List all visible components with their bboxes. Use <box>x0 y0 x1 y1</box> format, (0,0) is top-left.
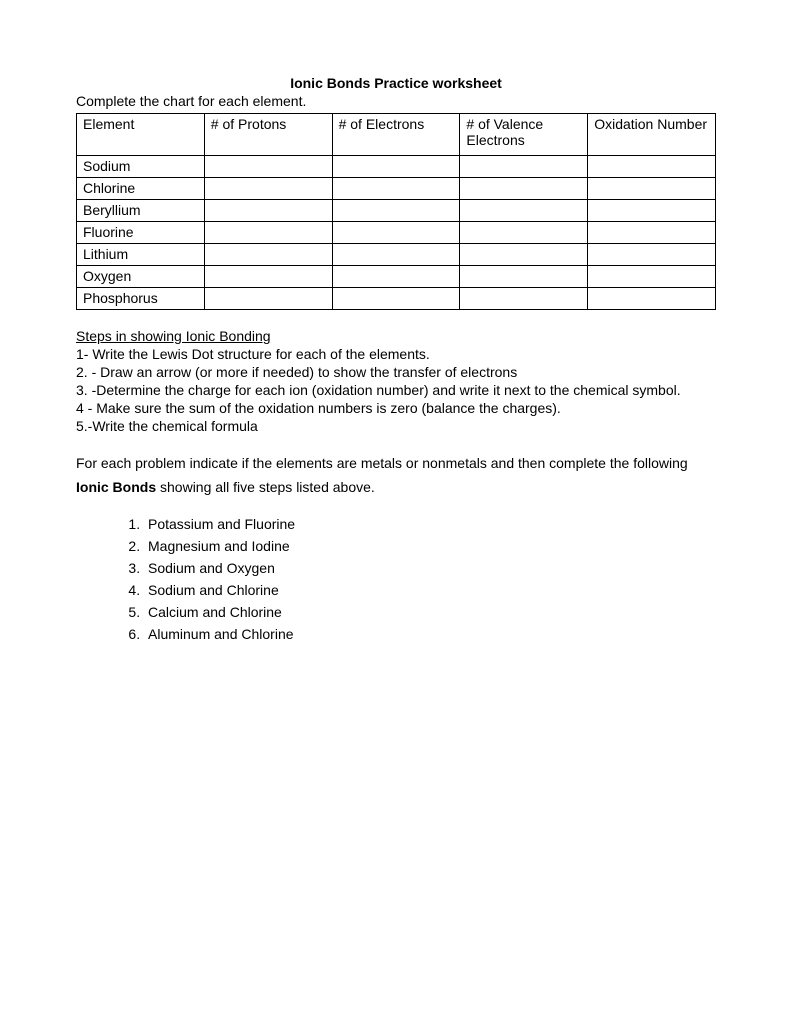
column-header-oxidation: Oxidation Number <box>588 114 716 156</box>
cell-protons <box>204 178 332 200</box>
cell-electrons <box>332 156 460 178</box>
cell-element: Beryllium <box>77 200 205 222</box>
cell-protons <box>204 288 332 310</box>
problem-item: Magnesium and Iodine <box>144 538 716 554</box>
table-header-row: Element # of Protons # of Electrons # of… <box>77 114 716 156</box>
cell-valence <box>460 178 588 200</box>
cell-electrons <box>332 266 460 288</box>
cell-protons <box>204 200 332 222</box>
steps-heading: Steps in showing Ionic Bonding <box>76 328 716 344</box>
problem-item: Aluminum and Chlorine <box>144 626 716 642</box>
problem-instructions: For each problem indicate if the element… <box>76 452 716 500</box>
cell-electrons <box>332 288 460 310</box>
paragraph-pre: For each problem indicate if the element… <box>76 455 688 471</box>
column-header-element: Element <box>77 114 205 156</box>
table-row: Oxygen <box>77 266 716 288</box>
table-row: Fluorine <box>77 222 716 244</box>
cell-element: Phosphorus <box>77 288 205 310</box>
cell-protons <box>204 244 332 266</box>
cell-element: Oxygen <box>77 266 205 288</box>
cell-element: Lithium <box>77 244 205 266</box>
table-row: Chlorine <box>77 178 716 200</box>
cell-element: Fluorine <box>77 222 205 244</box>
cell-valence <box>460 156 588 178</box>
element-chart-table: Element # of Protons # of Electrons # of… <box>76 113 716 310</box>
chart-instruction: Complete the chart for each element. <box>76 93 716 109</box>
table-row: Phosphorus <box>77 288 716 310</box>
table-body: Sodium Chlorine Beryllium Fluorine <box>77 156 716 310</box>
cell-oxidation <box>588 156 716 178</box>
worksheet-title: Ionic Bonds Practice worksheet <box>76 75 716 91</box>
cell-protons <box>204 156 332 178</box>
cell-valence <box>460 288 588 310</box>
cell-oxidation <box>588 266 716 288</box>
step-item: 1- Write the Lewis Dot structure for eac… <box>76 346 716 362</box>
cell-oxidation <box>588 222 716 244</box>
table-row: Beryllium <box>77 200 716 222</box>
column-header-electrons: # of Electrons <box>332 114 460 156</box>
step-item: 2. - Draw an arrow (or more if needed) t… <box>76 364 716 380</box>
paragraph-post: showing all five steps listed above. <box>156 479 375 495</box>
column-header-valence: # of Valence Electrons <box>460 114 588 156</box>
cell-valence <box>460 222 588 244</box>
cell-element: Chlorine <box>77 178 205 200</box>
cell-oxidation <box>588 178 716 200</box>
table-row: Sodium <box>77 156 716 178</box>
cell-oxidation <box>588 244 716 266</box>
cell-electrons <box>332 222 460 244</box>
cell-electrons <box>332 178 460 200</box>
problem-item: Sodium and Chlorine <box>144 582 716 598</box>
steps-section: Steps in showing Ionic Bonding 1- Write … <box>76 328 716 434</box>
problem-item: Sodium and Oxygen <box>144 560 716 576</box>
cell-valence <box>460 244 588 266</box>
paragraph-bold: Ionic Bonds <box>76 479 156 495</box>
column-header-protons: # of Protons <box>204 114 332 156</box>
cell-oxidation <box>588 200 716 222</box>
cell-valence <box>460 266 588 288</box>
cell-electrons <box>332 200 460 222</box>
table-row: Lithium <box>77 244 716 266</box>
cell-valence <box>460 200 588 222</box>
step-item: 3. -Determine the charge for each ion (o… <box>76 382 716 398</box>
cell-oxidation <box>588 288 716 310</box>
problem-item: Calcium and Chlorine <box>144 604 716 620</box>
problem-item: Potassium and Fluorine <box>144 516 716 532</box>
cell-element: Sodium <box>77 156 205 178</box>
problems-list: Potassium and Fluorine Magnesium and Iod… <box>76 516 716 642</box>
cell-protons <box>204 222 332 244</box>
cell-electrons <box>332 244 460 266</box>
cell-protons <box>204 266 332 288</box>
step-item: 5.-Write the chemical formula <box>76 418 716 434</box>
step-item: 4 - Make sure the sum of the oxidation n… <box>76 400 716 416</box>
